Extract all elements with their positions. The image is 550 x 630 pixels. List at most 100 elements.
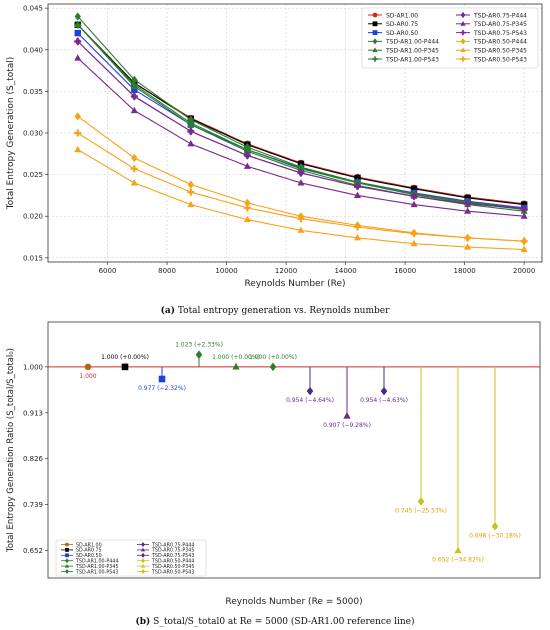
legend-label: TSD-AR0.50-P345	[473, 48, 527, 55]
y-tick-label: 0.739	[23, 501, 43, 509]
data-point	[243, 151, 251, 159]
caption-b: (b) S_total/S_total0 at Re = 5000 (SD-AR…	[0, 617, 550, 627]
legend-box	[55, 539, 207, 577]
data-point	[130, 179, 138, 186]
legend-label: SD-AR0.75	[386, 21, 418, 28]
plot-frame	[47, 321, 541, 579]
data-point	[297, 226, 305, 233]
data-label: 0.907 (−9.28%)	[323, 422, 371, 429]
data-point	[243, 162, 251, 169]
data-point	[243, 204, 251, 212]
legend-label: TSD-AR1.00-P543	[385, 56, 439, 63]
x-tick-label: 14000	[334, 267, 356, 275]
data-point	[410, 185, 418, 192]
data-point	[353, 191, 362, 198]
legend-label: SD-AR0.75	[76, 548, 102, 554]
stem-point	[121, 363, 129, 371]
data-point	[187, 127, 195, 135]
legend-label: TSD-AR0.75-P444	[151, 542, 194, 548]
legend-marker	[64, 563, 70, 568]
data-point	[464, 200, 472, 208]
legend-label: TSD-AR1.00-P345	[75, 564, 118, 570]
y-tick-label: 1.000	[23, 363, 43, 371]
legend-box	[361, 7, 539, 69]
data-point	[410, 192, 418, 200]
legend-marker	[65, 569, 69, 574]
stem-point	[158, 375, 166, 383]
y-tick-label: 0.652	[23, 547, 43, 555]
legend-label: TSD-AR0.75-P444	[473, 12, 527, 19]
data-point	[353, 182, 362, 190]
legend-marker	[65, 553, 69, 558]
x-tick-label: 16000	[394, 267, 416, 275]
legend-label: TSD-AR1.00-P444	[385, 39, 439, 46]
data-point	[74, 112, 81, 121]
legend-label: TSD-AR0.50-P444	[473, 39, 527, 46]
stem-point	[380, 386, 388, 396]
data-point	[74, 145, 82, 153]
legend-label: SD-AR1.00	[76, 542, 102, 548]
data-point	[130, 106, 138, 114]
legend-marker	[140, 563, 146, 568]
data-point	[464, 194, 471, 202]
series-line	[77, 57, 525, 217]
legend-marker	[460, 38, 466, 45]
legend-marker	[372, 30, 378, 35]
legend-label: TSD-AR0.75-P543	[151, 553, 194, 559]
stem-point	[491, 521, 499, 531]
stem-point	[84, 363, 92, 371]
x-tick-label: 10000	[215, 267, 237, 275]
data-point	[520, 205, 528, 213]
data-point	[74, 21, 82, 29]
y-tick-label: 0.826	[23, 455, 44, 463]
data-point	[130, 92, 138, 100]
legend-marker	[65, 542, 69, 547]
legend-marker	[372, 12, 378, 18]
legend-label: TSD-AR0.50-P345	[151, 564, 194, 570]
caption-a-letter: (a)	[160, 306, 175, 316]
data-point	[74, 54, 82, 61]
legend-marker	[460, 56, 466, 62]
legend-marker	[460, 47, 466, 53]
data-label: 0.745 (−25.53%)	[395, 507, 447, 514]
legend-label: TSD-AR0.50-P543	[151, 569, 194, 575]
x-tick-label: 12000	[275, 267, 297, 275]
data-point	[353, 223, 362, 231]
data-point	[187, 139, 195, 147]
y-tick-label: 0.913	[23, 409, 43, 417]
y-axis-label: Total Entropy Generation (S_total)	[6, 57, 16, 211]
caption-a-text: Total entropy generation vs. Reynolds nu…	[177, 306, 390, 316]
y-axis-label: Total Entropy Generation Ratio (S_total/…	[6, 348, 16, 553]
data-point	[74, 29, 81, 37]
y-tick-label: 0.015	[23, 254, 43, 262]
legend-marker	[141, 558, 145, 564]
data-point	[130, 165, 138, 173]
data-point	[297, 169, 305, 177]
legend-marker	[460, 29, 466, 36]
data-point	[410, 239, 418, 247]
stem-point	[195, 350, 203, 360]
legend-marker	[460, 20, 466, 26]
data-label: 1.000 (+0.00%)	[212, 354, 260, 361]
stem-point	[269, 362, 277, 372]
legend-label: SD-AR1.00	[386, 12, 418, 19]
data-point	[243, 146, 251, 154]
legend-label: TSD-AR1.00-P345	[385, 48, 439, 55]
legend-label: TSD-AR0.75-P543	[473, 30, 527, 37]
data-point	[131, 75, 138, 84]
y-tick-label: 0.045	[23, 5, 43, 13]
stem-point	[232, 362, 240, 370]
legend-label: SD-AR0.50	[76, 553, 102, 559]
x-axis-label: Reynolds Number (Re)	[244, 279, 345, 289]
data-point	[520, 201, 528, 208]
data-label: 0.698 (−30.18%)	[469, 532, 521, 539]
data-label: 0.652 (−34.82%)	[432, 557, 484, 564]
legend: SD-AR1.00 SD-AR0.75 SD-AR0.50 TSD-AR1.00-P4…	[361, 7, 539, 69]
stem-point	[417, 497, 425, 506]
data-point	[410, 230, 418, 238]
legend-marker	[372, 56, 378, 62]
data-point	[464, 243, 472, 250]
y-tick-label: 0.035	[23, 88, 43, 96]
legend-marker	[372, 47, 378, 53]
data-label: 0.954 (−4.63%)	[360, 397, 408, 404]
